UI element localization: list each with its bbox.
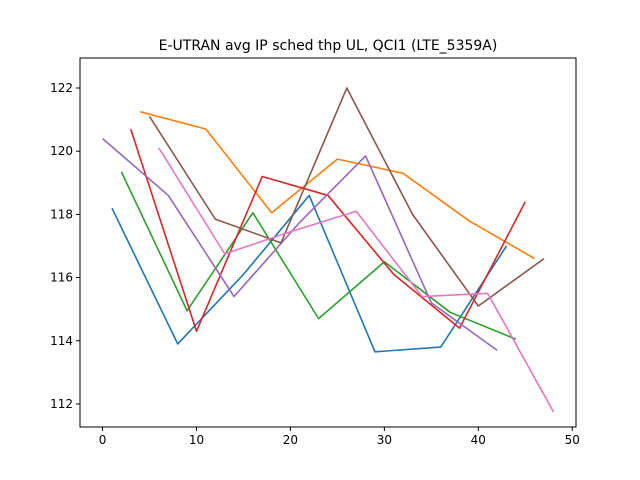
series-line-2 xyxy=(139,110,536,260)
series-line-7 xyxy=(158,147,555,413)
chart-title: E-UTRAN avg IP sched thp UL, QCI1 (LTE_5… xyxy=(159,38,498,54)
series-line-1 xyxy=(111,194,508,353)
y-tick-label: 122 xyxy=(50,81,73,95)
x-tick-label: 30 xyxy=(377,433,392,447)
x-tick-label: 0 xyxy=(99,433,107,447)
series-line-6 xyxy=(148,87,545,307)
y-tick-label: 116 xyxy=(50,271,73,285)
series-line-3 xyxy=(120,171,517,340)
tick-layer: 0 10 20 30 40 50 112 114 116 118 120 122 xyxy=(50,81,580,447)
y-tick-label: 118 xyxy=(50,207,73,221)
plot-area-frame xyxy=(79,57,577,428)
y-tick-label: 120 xyxy=(50,144,73,158)
series-line-5 xyxy=(102,137,498,351)
series-layer xyxy=(102,87,555,413)
x-tick-label: 40 xyxy=(471,433,486,447)
series-line-4 xyxy=(129,128,526,333)
y-tick-label: 114 xyxy=(50,334,73,348)
x-tick-label: 20 xyxy=(283,433,298,447)
y-tick-label: 112 xyxy=(50,397,73,411)
x-tick-label: 50 xyxy=(565,433,580,447)
x-tick-label: 10 xyxy=(189,433,204,447)
